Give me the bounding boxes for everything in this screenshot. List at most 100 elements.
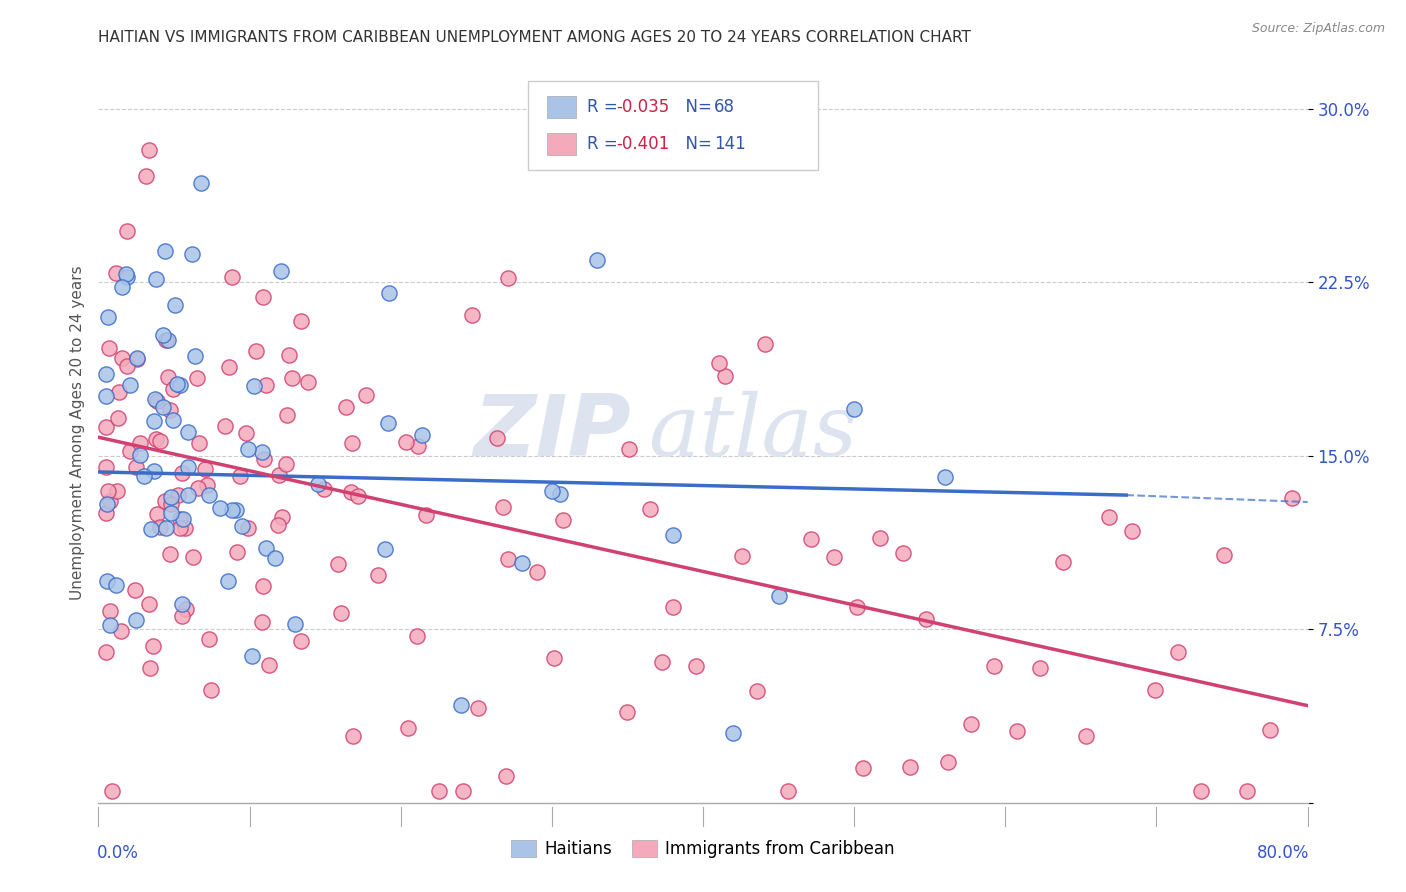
Point bbox=[187, 482, 209, 496]
Point bbox=[174, 601, 197, 615]
Point bbox=[253, 452, 276, 467]
Y-axis label: Unemployment Among Ages 20 to 24 years: Unemployment Among Ages 20 to 24 years bbox=[69, 265, 84, 600]
Point bbox=[221, 502, 243, 516]
Point bbox=[707, 356, 730, 370]
Point bbox=[127, 352, 149, 367]
Point bbox=[235, 425, 257, 440]
Point bbox=[1189, 784, 1212, 798]
Point bbox=[231, 519, 253, 533]
Point bbox=[823, 550, 845, 565]
Point bbox=[172, 511, 194, 525]
Point bbox=[214, 418, 236, 433]
Point bbox=[236, 521, 259, 535]
Point bbox=[427, 784, 450, 798]
Point bbox=[548, 487, 571, 501]
Point bbox=[166, 376, 188, 391]
Point bbox=[852, 761, 875, 775]
FancyBboxPatch shape bbox=[547, 133, 576, 155]
Point bbox=[543, 651, 565, 665]
Text: N=: N= bbox=[675, 135, 717, 153]
Point bbox=[526, 565, 548, 579]
Point bbox=[264, 551, 287, 566]
Point bbox=[104, 266, 127, 280]
Point bbox=[226, 545, 249, 559]
Point bbox=[745, 683, 768, 698]
Point bbox=[194, 462, 217, 476]
Point bbox=[900, 760, 922, 774]
Point bbox=[731, 549, 754, 564]
Point bbox=[754, 336, 776, 351]
Point bbox=[307, 476, 329, 491]
Point bbox=[267, 467, 290, 482]
Legend: Haitians, Immigrants from Caribbean: Haitians, Immigrants from Caribbean bbox=[505, 833, 901, 865]
Point bbox=[135, 169, 157, 183]
Point bbox=[450, 698, 472, 712]
Point bbox=[218, 360, 240, 375]
Point bbox=[245, 344, 267, 359]
Point bbox=[97, 310, 120, 324]
Point bbox=[172, 608, 194, 623]
Point bbox=[254, 541, 277, 555]
Point bbox=[162, 382, 184, 396]
Point bbox=[159, 497, 181, 511]
Point bbox=[186, 370, 208, 384]
Point bbox=[94, 506, 117, 520]
Text: HAITIAN VS IMMIGRANTS FROM CARIBBEAN UNEMPLOYMENT AMONG AGES 20 TO 24 YEARS CORR: HAITIAN VS IMMIGRANTS FROM CARIBBEAN UNE… bbox=[98, 29, 972, 45]
Point bbox=[257, 658, 280, 673]
Point bbox=[229, 468, 252, 483]
Point bbox=[152, 401, 174, 415]
Point bbox=[281, 370, 304, 384]
Point bbox=[177, 488, 200, 502]
FancyBboxPatch shape bbox=[527, 81, 818, 169]
Point bbox=[467, 701, 489, 715]
Point bbox=[461, 308, 484, 322]
Point bbox=[342, 436, 364, 450]
Text: 68: 68 bbox=[714, 98, 735, 116]
Point bbox=[1143, 683, 1166, 698]
Point bbox=[270, 263, 292, 277]
Point bbox=[209, 500, 232, 515]
Point bbox=[240, 648, 263, 663]
Point bbox=[172, 597, 194, 611]
Point bbox=[236, 442, 259, 456]
Point bbox=[198, 632, 221, 646]
Point bbox=[128, 448, 150, 462]
Point bbox=[354, 387, 377, 401]
Point bbox=[914, 612, 936, 626]
Point bbox=[540, 483, 562, 498]
Point bbox=[142, 464, 165, 478]
Point bbox=[367, 567, 389, 582]
Point bbox=[869, 531, 891, 545]
Point bbox=[374, 541, 396, 556]
Point bbox=[406, 629, 429, 643]
Point bbox=[960, 716, 983, 731]
Text: -0.035: -0.035 bbox=[616, 98, 669, 116]
Point bbox=[169, 520, 191, 534]
Point bbox=[153, 244, 176, 258]
Point bbox=[395, 435, 418, 450]
Point bbox=[1121, 524, 1143, 538]
Point bbox=[125, 459, 148, 474]
Point bbox=[768, 589, 790, 603]
Point bbox=[145, 433, 167, 447]
Point bbox=[145, 271, 167, 285]
Point bbox=[117, 269, 139, 284]
Point bbox=[496, 551, 519, 566]
Point bbox=[486, 431, 509, 445]
Point bbox=[97, 483, 120, 498]
Point bbox=[195, 478, 218, 492]
Point bbox=[495, 768, 517, 782]
Point bbox=[934, 469, 956, 483]
Point bbox=[101, 784, 124, 798]
Point bbox=[415, 508, 437, 522]
Point bbox=[1074, 730, 1097, 744]
Point bbox=[115, 224, 138, 238]
Point bbox=[326, 558, 349, 572]
Point bbox=[406, 439, 429, 453]
Point bbox=[94, 459, 117, 474]
Point bbox=[159, 547, 181, 561]
Point bbox=[98, 494, 121, 508]
Point bbox=[163, 298, 186, 312]
Point bbox=[377, 417, 399, 431]
Point bbox=[1052, 555, 1074, 569]
